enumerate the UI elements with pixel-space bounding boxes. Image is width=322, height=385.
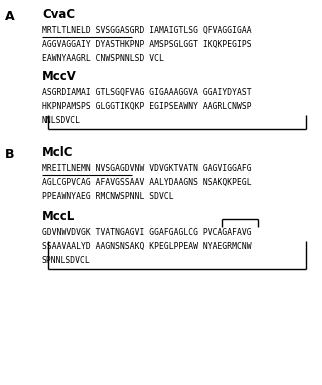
Text: SPNNLSDVCL: SPNNLSDVCL — [42, 256, 91, 265]
Text: PPEAWNYAEG RMCNWSPNNL SDVCL: PPEAWNYAEG RMCNWSPNNL SDVCL — [42, 192, 174, 201]
Text: CvaC: CvaC — [42, 8, 75, 21]
Text: AGGVAGGAIY DYASTHKPNP AMSPSGLGGT IKQKPEGIPS: AGGVAGGAIY DYASTHKPNP AMSPSGLGGT IKQKPEG… — [42, 40, 251, 49]
Text: A: A — [5, 10, 14, 23]
Text: MRTLTLNELD SVSGGASGRD IAMAIGTLSG QFVAGGIGAA: MRTLTLNELD SVSGGASGRD IAMAIGTLSG QFVAGGI… — [42, 26, 251, 35]
Text: SSAAVAALYD AAGNSNSAKQ KPEGLPPEAW NYAEGRMCNW: SSAAVAALYD AAGNSNSAKQ KPEGLPPEAW NYAEGRM… — [42, 242, 251, 251]
Text: MccV: MccV — [42, 70, 77, 83]
Text: EAWNYAAGRL CNWSPNNLSD VCL: EAWNYAAGRL CNWSPNNLSD VCL — [42, 54, 164, 63]
Text: MclC: MclC — [42, 146, 73, 159]
Text: NNLSDVCL: NNLSDVCL — [42, 116, 81, 125]
Text: B: B — [5, 148, 14, 161]
Text: MccL: MccL — [42, 210, 75, 223]
Text: AGLCGPVCAG AFAVGSSAAV AALYDAAGNS NSAKQKPEGL: AGLCGPVCAG AFAVGSSAAV AALYDAAGNS NSAKQKP… — [42, 178, 251, 187]
Text: GDVNWVDVGK TVATNGAGVI GGAFGAGLCG PVCAGAFAVG: GDVNWVDVGK TVATNGAGVI GGAFGAGLCG PVCAGAF… — [42, 228, 251, 237]
Text: MREITLNEMN NVSGAGDVNW VDVGKTVATN GAGVIGGAFG: MREITLNEMN NVSGAGDVNW VDVGKTVATN GAGVIGG… — [42, 164, 251, 173]
Text: HKPNPAMSPS GLGGTIKQKP EGIPSEAWNY AAGRLCNWSP: HKPNPAMSPS GLGGTIKQKP EGIPSEAWNY AAGRLCN… — [42, 102, 251, 111]
Text: ASGRDIAMAI GTLSGQFVAG GIGAAAGGVA GGAIYDYAST: ASGRDIAMAI GTLSGQFVAG GIGAAAGGVA GGAIYDY… — [42, 88, 251, 97]
